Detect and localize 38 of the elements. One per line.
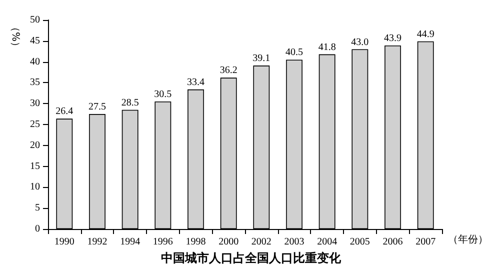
data-label: 28.5 <box>121 97 139 108</box>
y-tick-label: 0 <box>35 224 40 234</box>
x-axis-title: （年份） <box>448 234 488 246</box>
y-tick-label: 50 <box>30 14 40 26</box>
data-label: 43.0 <box>351 36 369 48</box>
data-label: 39.1 <box>252 53 270 64</box>
y-tick-label: 45 <box>30 35 40 46</box>
x-tick-label: 2005 <box>350 236 370 248</box>
y-tick-label: 35 <box>30 77 40 88</box>
data-label: 40.5 <box>286 47 303 58</box>
x-tick-label: 1990 <box>54 236 74 248</box>
y-tick-label: 20 <box>30 140 40 151</box>
x-tick-label: 2004 <box>317 236 338 248</box>
x-tick-label: 2000 <box>218 236 239 248</box>
y-tick-label: 40 <box>30 56 40 68</box>
data-label: 33.4 <box>187 76 204 88</box>
data-label: 26.4 <box>56 106 74 118</box>
x-tick-label: 1996 <box>152 236 173 248</box>
x-tick-label: 1992 <box>87 236 108 248</box>
x-tick-label: 2007 <box>416 236 436 248</box>
y-tick-label: 10 <box>30 182 40 193</box>
x-tick-label: 2003 <box>284 236 304 248</box>
data-label: 27.5 <box>88 102 106 113</box>
y-tick-label: 5 <box>35 202 40 214</box>
x-tick-label: 2006 <box>382 236 403 248</box>
data-label: 43.9 <box>384 33 402 44</box>
y-tick-label: 25 <box>30 119 40 130</box>
data-label: 30.5 <box>154 89 172 100</box>
data-label: 44.9 <box>416 28 434 40</box>
text: 中国城市人口占全国人口比重变化 <box>161 251 342 265</box>
y-tick-label: 15 <box>30 160 40 172</box>
y-axis-title: （%） <box>10 22 20 52</box>
y-tick-label: 30 <box>30 98 40 110</box>
x-tick-label: 2002 <box>251 236 272 248</box>
data-label: 36.2 <box>220 65 238 76</box>
x-tick-label: 1998 <box>186 236 206 248</box>
x-tick-label: 1994 <box>120 236 140 248</box>
data-label: 41.8 <box>318 42 336 53</box>
